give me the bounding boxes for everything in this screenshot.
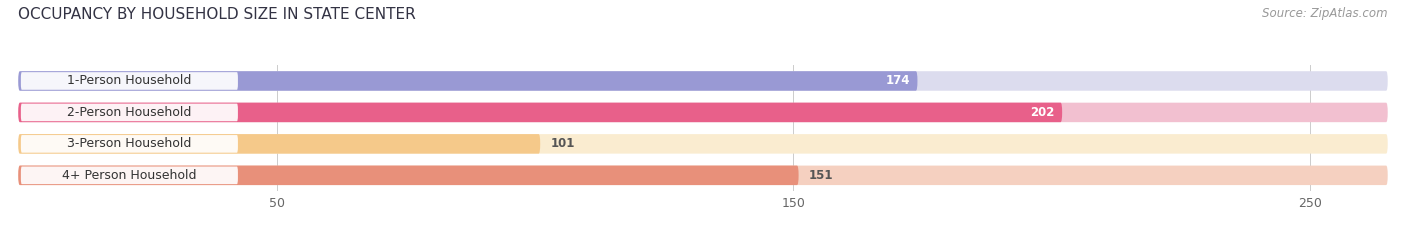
FancyBboxPatch shape (21, 104, 238, 121)
FancyBboxPatch shape (18, 134, 540, 154)
Text: Source: ZipAtlas.com: Source: ZipAtlas.com (1263, 7, 1388, 20)
Text: OCCUPANCY BY HOUSEHOLD SIZE IN STATE CENTER: OCCUPANCY BY HOUSEHOLD SIZE IN STATE CEN… (18, 7, 416, 22)
FancyBboxPatch shape (18, 103, 1388, 122)
Text: 1-Person Household: 1-Person Household (67, 75, 191, 87)
FancyBboxPatch shape (18, 166, 1388, 185)
FancyBboxPatch shape (18, 134, 1388, 154)
Text: 3-Person Household: 3-Person Household (67, 137, 191, 150)
Text: 4+ Person Household: 4+ Person Household (62, 169, 197, 182)
FancyBboxPatch shape (18, 166, 799, 185)
Text: 202: 202 (1031, 106, 1054, 119)
FancyBboxPatch shape (21, 167, 238, 184)
Text: 174: 174 (886, 75, 910, 87)
FancyBboxPatch shape (18, 71, 1388, 91)
FancyBboxPatch shape (21, 135, 238, 153)
FancyBboxPatch shape (18, 71, 918, 91)
Text: 2-Person Household: 2-Person Household (67, 106, 191, 119)
Text: 151: 151 (808, 169, 834, 182)
FancyBboxPatch shape (18, 103, 1062, 122)
FancyBboxPatch shape (21, 72, 238, 90)
Text: 101: 101 (551, 137, 575, 150)
